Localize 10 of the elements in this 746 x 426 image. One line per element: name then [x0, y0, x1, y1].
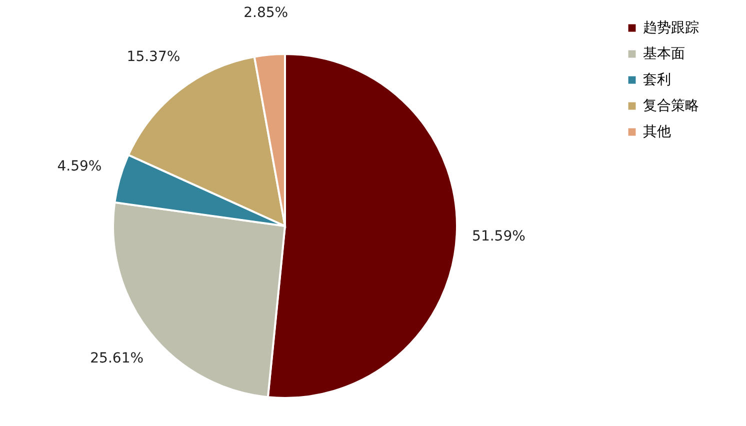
legend-label: 基本面	[643, 46, 685, 62]
data-label: 15.37%	[126, 49, 180, 66]
legend-label: 趋势跟踪	[643, 20, 699, 36]
data-label: 4.59%	[57, 158, 102, 174]
data-label: 25.61%	[90, 350, 144, 366]
data-label: 51.59%	[472, 228, 526, 245]
legend-label: 其他	[643, 124, 671, 140]
data-label: 2.85%	[244, 4, 288, 21]
legend-label: 复合策略	[643, 98, 699, 114]
legend-label: 套利	[643, 72, 671, 88]
